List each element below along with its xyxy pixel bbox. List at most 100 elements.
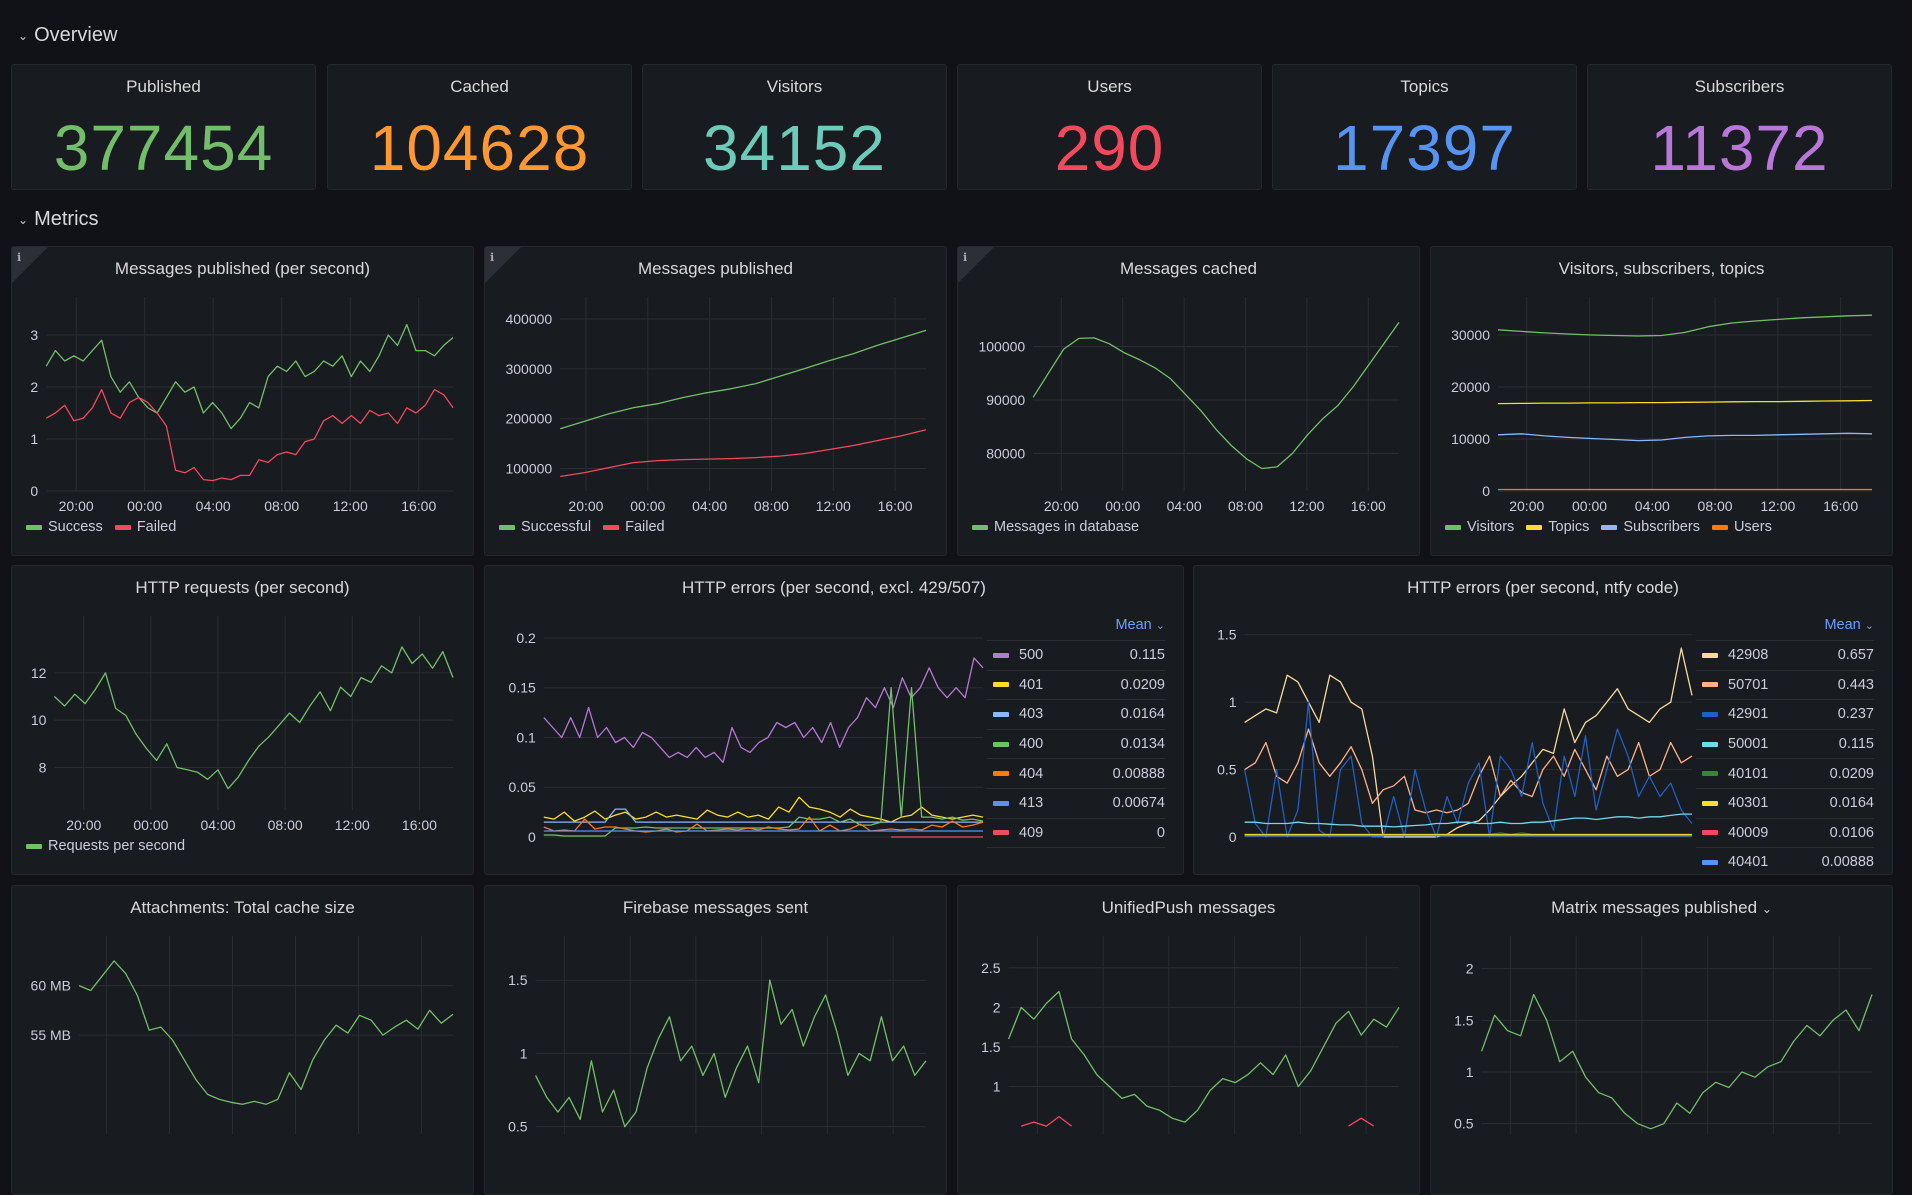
- x-tick-label: 16:00: [1351, 498, 1386, 514]
- legend-row[interactable]: 50701 0.443: [1696, 671, 1874, 701]
- x-tick-label: 20:00: [59, 498, 94, 514]
- legend-header-label: Mean: [1824, 617, 1861, 633]
- legend-mean-value: 0.00888: [1112, 765, 1165, 782]
- chart-plot: 0.5 1 1.5 2: [1454, 936, 1873, 1134]
- legend-series-name: 42908: [1728, 647, 1769, 664]
- panel-title-text: Matrix messages published: [1551, 898, 1758, 917]
- x-tick-label: 00:00: [1572, 498, 1607, 514]
- legend-row[interactable]: 409 0: [987, 819, 1165, 849]
- info-icon[interactable]: i: [963, 251, 968, 264]
- chart-plot: 80000 90000 100000 20:00 00:00 04:00 08:00 12:0…: [978, 297, 1400, 514]
- series-line-Subscribers: [1497, 432, 1873, 442]
- chart-plot: 55 MB 60 MB: [31, 936, 454, 1134]
- y-tick-label: 0: [30, 483, 38, 499]
- legend-row[interactable]: 40301 0.0164: [1696, 789, 1874, 819]
- legend-label: Requests per second: [48, 838, 186, 854]
- stat-title: Topics: [1400, 77, 1449, 96]
- legend-mean-value: 0.0134: [1120, 736, 1165, 753]
- info-corner: [958, 247, 994, 283]
- x-tick-label: 12:00: [1760, 498, 1795, 514]
- legend-row[interactable]: 403 0.0164: [987, 700, 1165, 730]
- info-icon[interactable]: i: [490, 251, 495, 264]
- legend-row[interactable]: 404 0.00888: [987, 759, 1165, 789]
- panel-title[interactable]: Attachments: Total cache size: [12, 898, 473, 918]
- x-tick-label: 00:00: [630, 498, 665, 514]
- row-toggle-metrics[interactable]: ⌄ Metrics: [18, 208, 99, 231]
- legend-item[interactable]: Failed: [114, 519, 176, 535]
- x-tick-label: 00:00: [1105, 498, 1140, 514]
- legend-item[interactable]: Topics: [1526, 519, 1589, 535]
- x-tick-label: 08:00: [754, 498, 789, 514]
- legend-mean-value: 0.443: [1837, 676, 1874, 693]
- panel-title[interactable]: Firebase messages sent: [485, 898, 946, 918]
- panel-matrix-messages: Matrix messages published ⌄ 0.5 1 1.5 2: [1430, 885, 1893, 1195]
- y-tick-label: 2.5: [981, 960, 1001, 976]
- stat-value: 17397: [1333, 112, 1516, 184]
- legend-row[interactable]: 42908 0.657: [1696, 641, 1874, 671]
- legend-table: Mean ⌄ 42908 0.657 50701 0.443 42901 0.237 5000…: [1696, 610, 1874, 874]
- y-tick-label: 10000: [1451, 431, 1490, 447]
- series-line-Messages in database: [1032, 322, 1400, 470]
- info-icon[interactable]: i: [17, 251, 22, 264]
- legend-item[interactable]: Messages in database: [972, 519, 1139, 535]
- x-tick-label: 08:00: [1228, 498, 1263, 514]
- panel-title[interactable]: HTTP errors (per second, ntfy code): [1194, 578, 1892, 598]
- series-line-Requests per second: [53, 646, 454, 790]
- panel-title[interactable]: HTTP errors (per second, excl. 429/507): [485, 578, 1183, 598]
- legend-swatch: [993, 830, 1009, 836]
- y-tick-label: 0: [1482, 483, 1490, 499]
- sort-mean-header[interactable]: Mean ⌄: [987, 610, 1165, 641]
- series-line-1: [1021, 1115, 1375, 1127]
- legend-swatch: [1702, 682, 1718, 688]
- legend-item[interactable]: Failed: [603, 519, 665, 535]
- legend-swatch: [993, 711, 1009, 717]
- legend-mean-value: 0.115: [1838, 736, 1874, 753]
- legend-row[interactable]: 413 0.00674: [987, 789, 1165, 819]
- panel-title[interactable]: Messages published (per second): [12, 259, 473, 279]
- row-toggle-overview[interactable]: ⌄ Overview: [18, 24, 117, 47]
- legend-mean-value: 0.657: [1837, 647, 1874, 664]
- legend-swatch: [114, 524, 131, 530]
- stat-title: Users: [1087, 77, 1132, 96]
- legend-row[interactable]: 500 0.115: [987, 641, 1165, 671]
- legend-row[interactable]: 42901 0.237: [1696, 700, 1874, 730]
- x-tick-label: 12:00: [816, 498, 851, 514]
- legend-row[interactable]: 40401 0.00888: [1696, 848, 1874, 874]
- panel-title[interactable]: Visitors, subscribers, topics: [1431, 259, 1892, 279]
- legend-series-name: 403: [1019, 706, 1044, 723]
- chart-plot: 00.050.10.150.221:0000:0003:0006:0009:00…: [509, 630, 984, 845]
- legend-swatch: [993, 741, 1009, 747]
- chart-plot: 0 1 2 3 20:00 00:00 04:00 08:00 12:00 16:00: [30, 297, 454, 514]
- legend-row[interactable]: 50001 0.115: [1696, 730, 1874, 760]
- series-line-50001: [1244, 813, 1692, 828]
- legend-row[interactable]: 40101 0.0209: [1696, 759, 1874, 789]
- legend-item[interactable]: Requests per second: [26, 838, 185, 854]
- y-tick-label: 0.5: [1217, 762, 1237, 778]
- legend-header-label: Mean: [1115, 617, 1152, 633]
- chevron-down-icon[interactable]: ⌄: [1761, 902, 1772, 916]
- panel-title[interactable]: UnifiedPush messages: [958, 898, 1419, 918]
- series-line-Visitors: [1497, 314, 1873, 337]
- legend-item[interactable]: Subscribers: [1601, 519, 1700, 535]
- legend-row[interactable]: 400 0.0134: [987, 730, 1165, 760]
- panel-title[interactable]: Messages published: [485, 259, 946, 279]
- legend-item[interactable]: Success: [26, 519, 103, 535]
- panel-title[interactable]: Messages cached: [958, 259, 1419, 279]
- panel-title[interactable]: HTTP requests (per second): [12, 578, 473, 598]
- legend-item[interactable]: Successful: [499, 519, 591, 535]
- y-tick-label: 60 MB: [31, 978, 71, 994]
- legend-row[interactable]: 40009 0.0106: [1696, 819, 1874, 849]
- panel-messages-published-rate: Messages published (per second) i 0 1 2 3 20:0…: [11, 246, 474, 556]
- legend-item[interactable]: Visitors: [1445, 519, 1514, 535]
- panel-title-text: Messages cached: [1119, 259, 1258, 278]
- panel-firebase-messages: Firebase messages sent 0.5 1 1.5: [484, 885, 947, 1195]
- legend-mean-value: 0.00888: [1821, 854, 1874, 871]
- panel-title[interactable]: Matrix messages published ⌄: [1431, 898, 1892, 918]
- sort-mean-header[interactable]: Mean ⌄: [1696, 610, 1874, 641]
- series-line-500: [543, 657, 984, 764]
- stat-title: Published: [126, 77, 201, 96]
- panel-unifiedpush-messages: UnifiedPush messages 1 1.5 2 2.5: [957, 885, 1420, 1195]
- y-tick-label: 0.5: [1454, 1116, 1474, 1132]
- legend-item[interactable]: Users: [1711, 519, 1772, 535]
- legend-row[interactable]: 401 0.0209: [987, 671, 1165, 701]
